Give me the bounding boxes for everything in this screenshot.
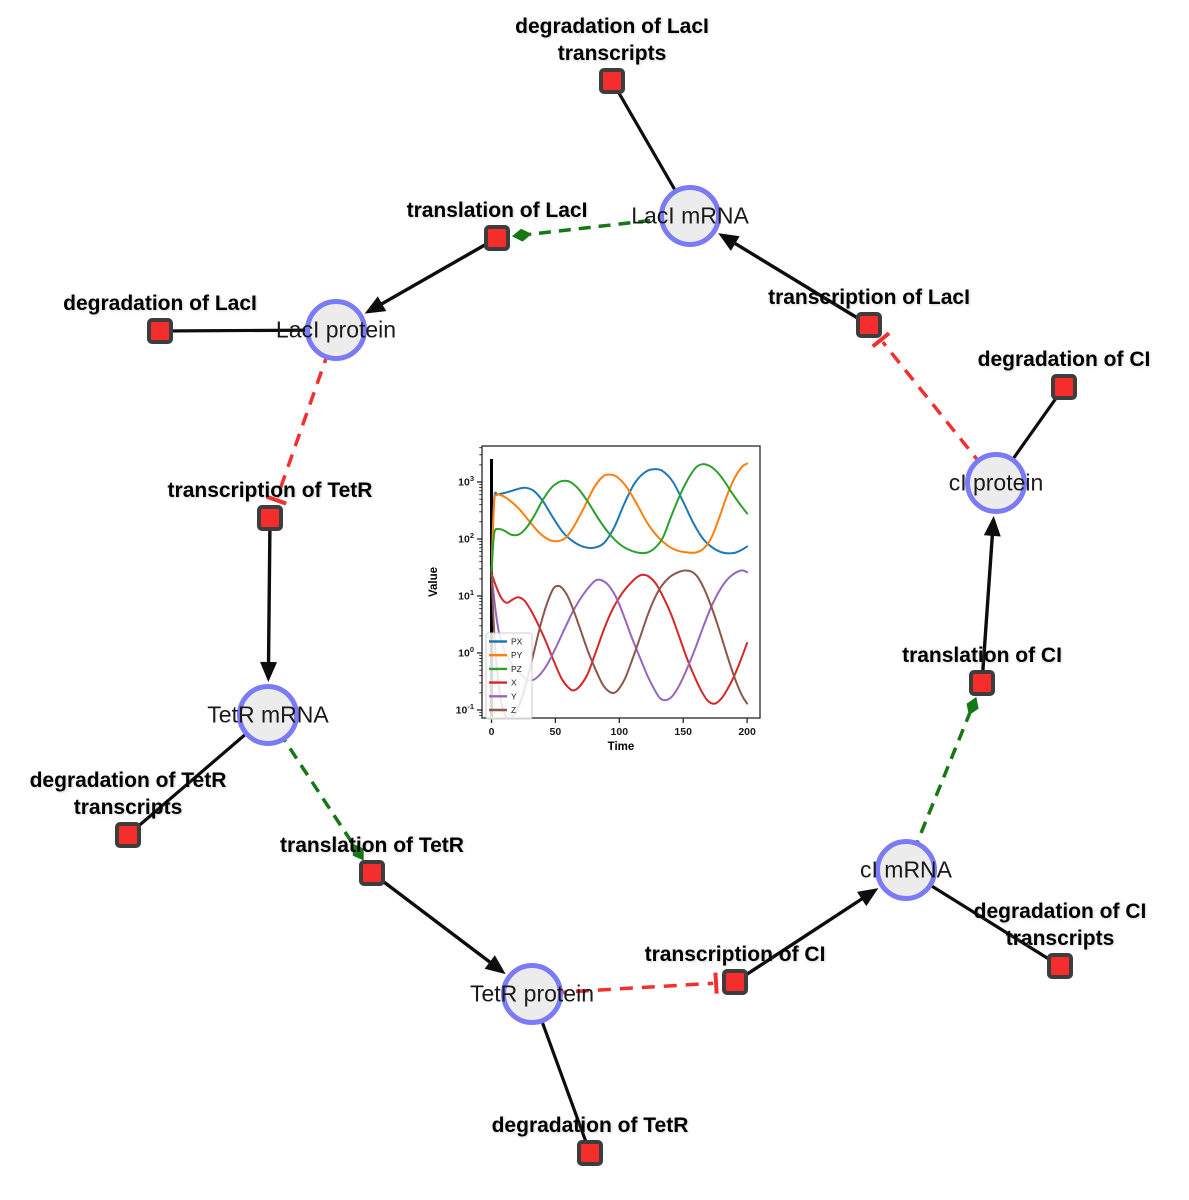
edge-transl_cI-cI_protein [980, 515, 1001, 684]
reaction-label-deg_cI_tx: degradation of CI transcripts [973, 900, 1147, 950]
reaction-label-deg_lacI: degradation of LacI [63, 292, 257, 315]
edge-txn_lacI-lacI_mRNA [718, 233, 870, 327]
species-node-cI_mRNA[interactable] [875, 839, 937, 901]
reaction-node-deg_lacI_tx[interactable] [599, 68, 625, 94]
y-tick-label: 100 [458, 645, 474, 660]
series-line-PZ [490, 463, 749, 576]
legend-entry-Y: Y [511, 691, 517, 701]
modifier-diamond-icon [966, 696, 979, 716]
species-node-lacI_protein[interactable] [305, 299, 367, 361]
y-tick-label: 101 [458, 588, 474, 603]
edge-transl_tetR-tetR_protein [370, 871, 506, 975]
edge-txn_cI-cI_mRNA [734, 888, 879, 984]
species-label-lacI_mRNA: LacI mRNA [631, 202, 749, 229]
chart-legend: PX PY PZ XYZ [485, 632, 533, 720]
species-label-lacI_protein: LacI protein [275, 316, 397, 343]
x-tick-label: 100 [611, 726, 629, 738]
reaction-node-deg_tetR_tx[interactable] [115, 822, 141, 848]
legend-entry-X: X [511, 678, 517, 688]
inhibition-tee-icon [871, 331, 891, 348]
reaction-label-txn_tetR: transcription of TetR [167, 479, 373, 502]
edge-txn_tetR-tetR_mRNA [260, 517, 278, 683]
chart-spines [481, 445, 761, 719]
reaction-label-deg_tetR: degradation of TetR [491, 1114, 689, 1137]
x-tick-label: 0 [489, 726, 495, 738]
x-axis-label: Time [608, 741, 635, 753]
species-node-lacI_mRNA[interactable] [659, 185, 721, 247]
legend-entry-Z: Z [511, 705, 516, 715]
reaction-label-txn_cI: transcription of CI [644, 943, 826, 966]
inhibition-tee-icon [713, 972, 719, 994]
reaction-node-transl_tetR[interactable] [359, 860, 385, 886]
reaction-node-deg_cI_tx[interactable] [1047, 953, 1073, 979]
reaction-label-deg_lacI_tx: degradation of LacI transcripts [515, 15, 709, 65]
x-tick-label: 150 [674, 726, 692, 738]
y-tick-label: 10-1 [456, 702, 474, 717]
x-tick-label: 200 [738, 726, 756, 738]
y-axis-label: Value [428, 567, 440, 597]
species-label-cI_protein: cI protein [948, 469, 1044, 496]
arrowhead-icon [857, 888, 879, 907]
series-line-PX [490, 468, 749, 578]
reaction-node-transl_cI[interactable] [969, 670, 995, 696]
reaction-node-transl_lacI[interactable] [484, 225, 510, 251]
species-node-tetR_mRNA[interactable] [237, 684, 299, 746]
species-node-tetR_protein[interactable] [501, 963, 563, 1025]
arrowhead-icon [718, 233, 740, 251]
reaction-node-deg_lacI[interactable] [147, 318, 173, 344]
legend-entry-PX: PX [511, 637, 523, 647]
y-tick-label: 103 [458, 474, 474, 489]
inhibition-tee-icon [265, 494, 287, 506]
arrowhead-icon [484, 955, 506, 975]
edge-transl_lacI-lacI_protein [364, 236, 498, 314]
species-label-cI_mRNA: cI mRNA [860, 856, 952, 883]
x-tick-label: 50 [550, 726, 562, 738]
modifier-diamond-icon [352, 843, 364, 861]
series-line-PY [490, 462, 749, 575]
species-label-tetR_protein: TetR protein [469, 980, 595, 1007]
reaction-node-txn_lacI[interactable] [856, 312, 882, 338]
species-label-tetR_mRNA: TetR mRNA [207, 701, 329, 728]
reaction-node-deg_tetR[interactable] [577, 1140, 603, 1166]
reaction-label-deg_cI: degradation of CI [977, 348, 1151, 371]
legend-entry-PZ: PZ [511, 664, 522, 674]
reaction-label-deg_tetR_tx: degradation of TetR transcripts [29, 769, 227, 819]
modifier-diamond-icon [511, 228, 532, 242]
reaction-label-transl_cI: translation of CI [902, 644, 1062, 667]
arrowhead-icon [364, 296, 387, 314]
reaction-label-transl_lacI: translation of LacI [406, 199, 588, 222]
reaction-node-deg_cI[interactable] [1051, 374, 1077, 400]
reaction-node-txn_cI[interactable] [722, 969, 748, 995]
species-node-cI_protein[interactable] [965, 452, 1027, 514]
arrowhead-icon [260, 661, 278, 683]
arrowhead-icon [983, 515, 1001, 537]
y-tick-label: 102 [458, 531, 474, 546]
reaction-label-txn_lacI: transcription of LacI [768, 286, 970, 309]
reaction-label-transl_tetR: translation of TetR [280, 834, 464, 857]
legend-entry-PY: PY [511, 650, 523, 660]
reaction-node-txn_tetR[interactable] [257, 505, 283, 531]
